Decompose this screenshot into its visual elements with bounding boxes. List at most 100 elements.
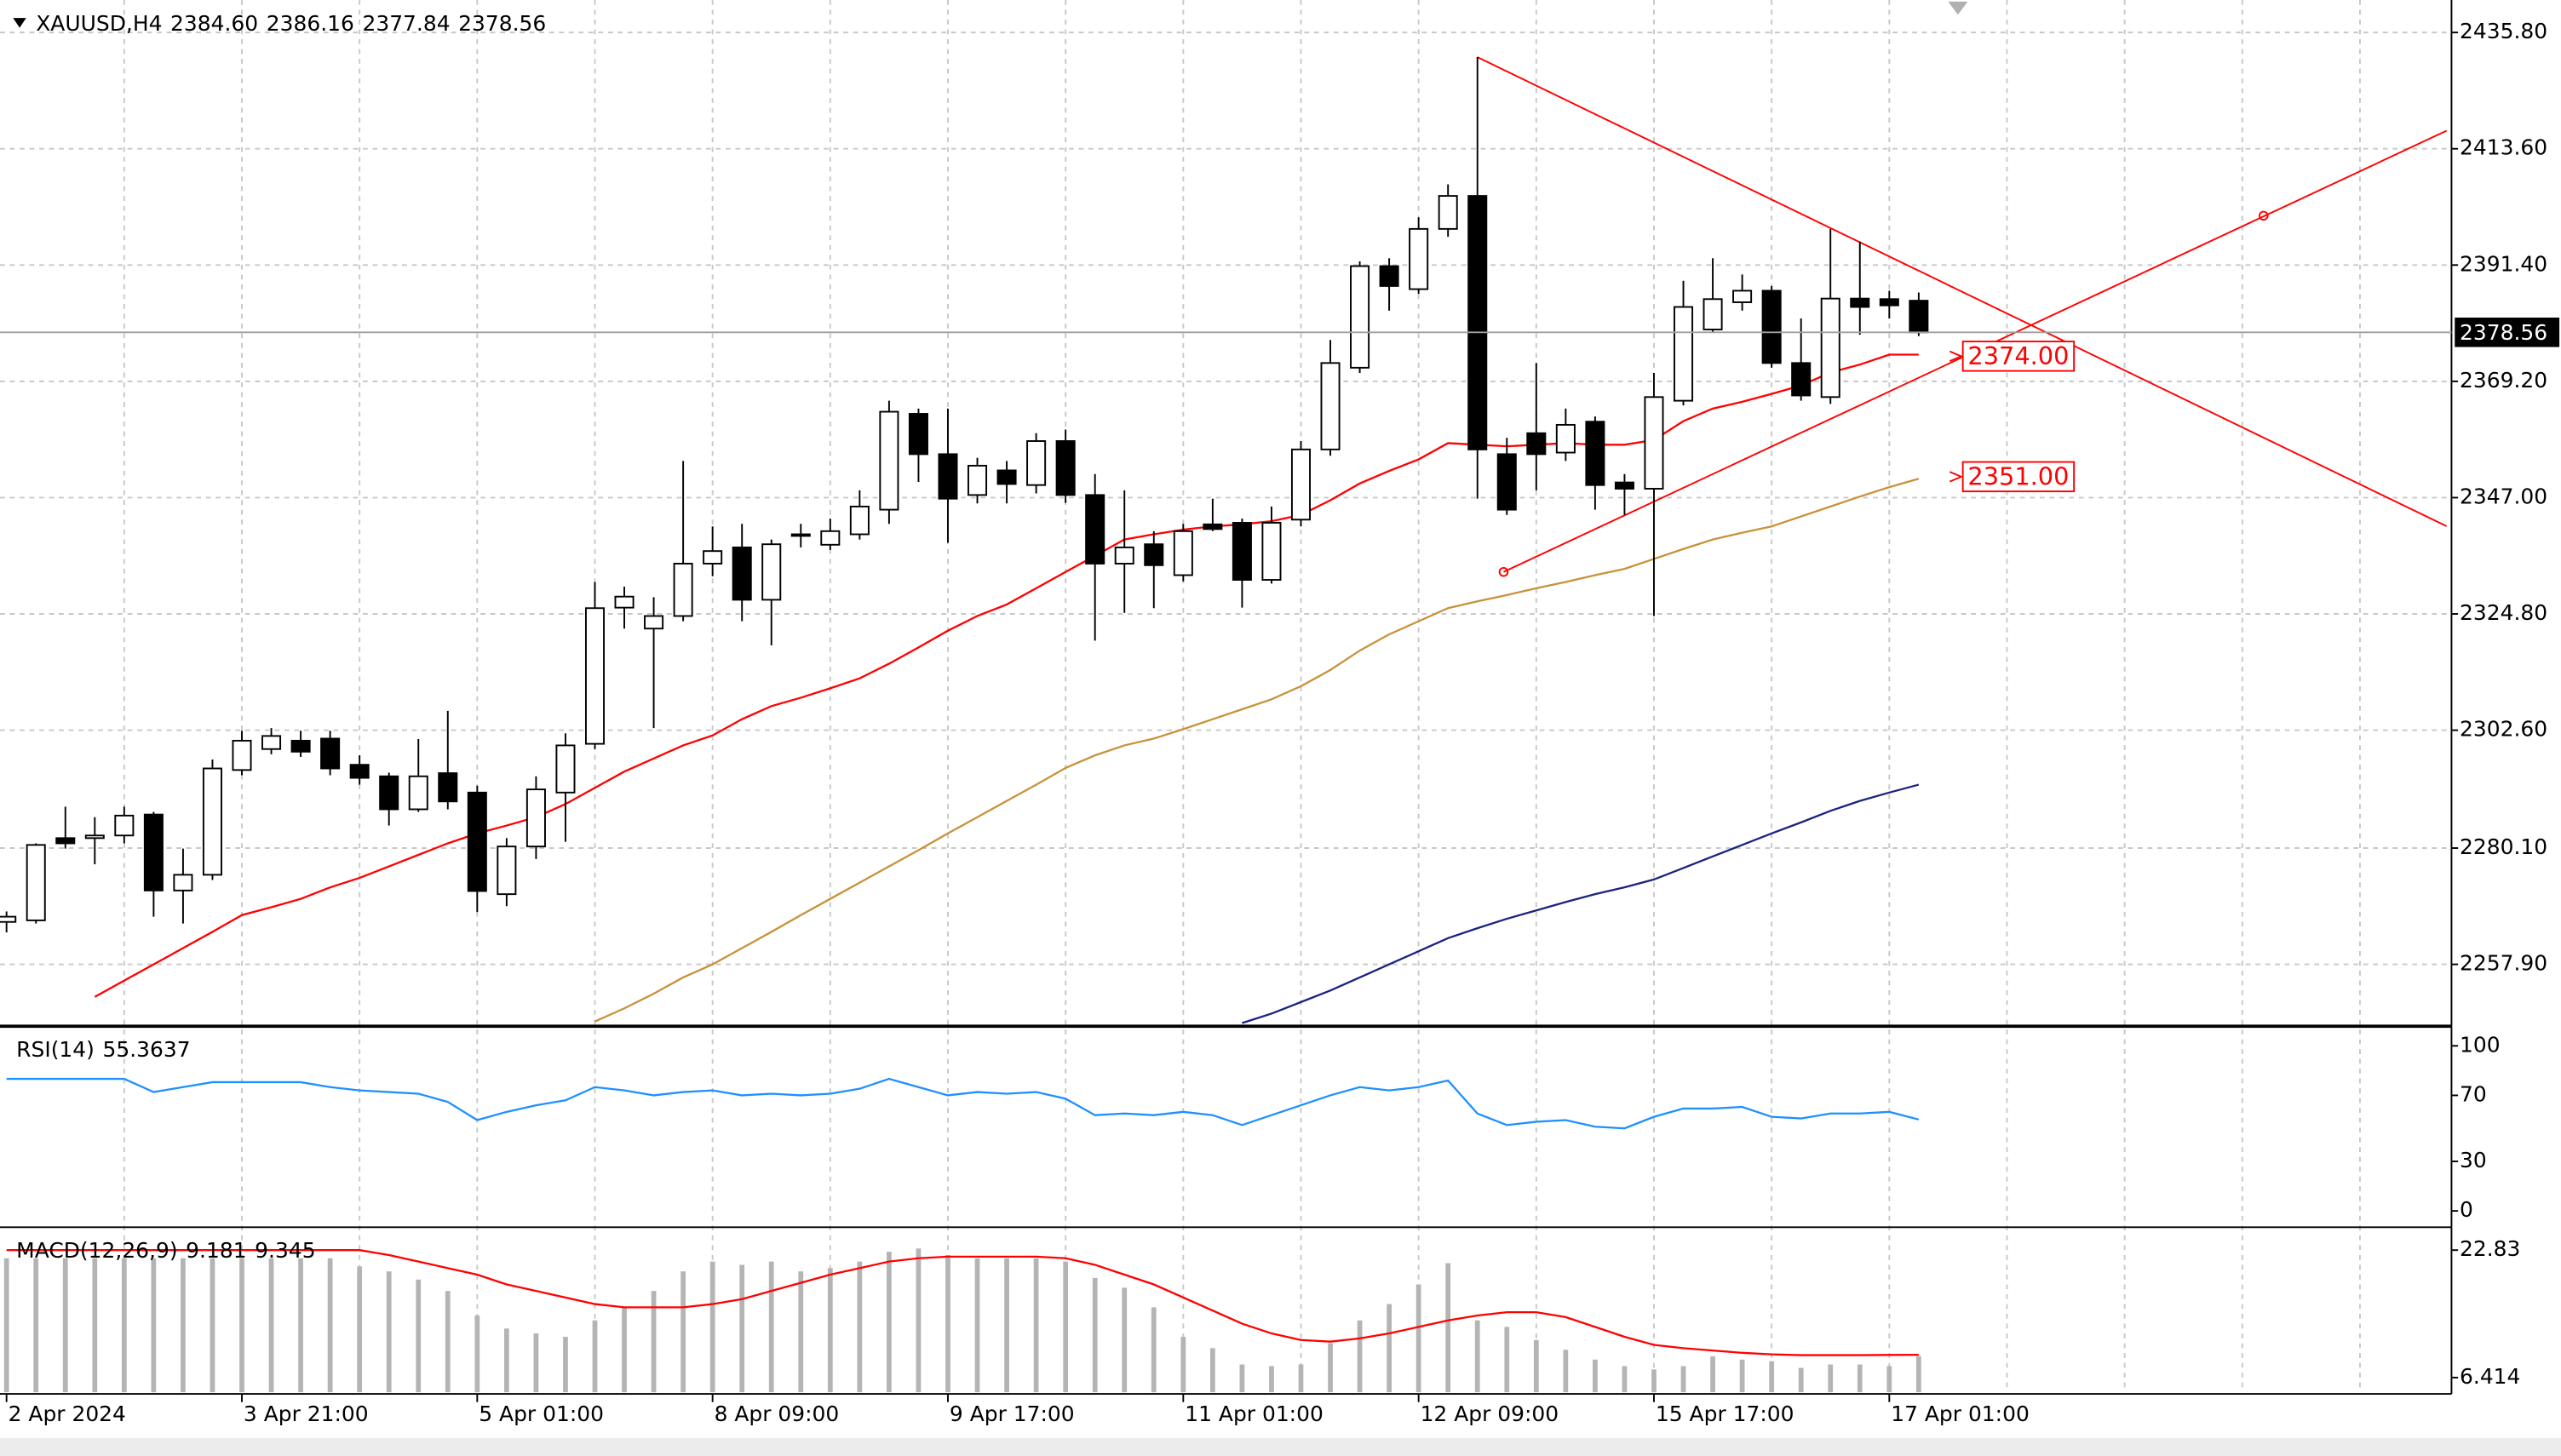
candle-body — [761, 543, 782, 601]
macd-bar — [1445, 1263, 1451, 1393]
macd-bar — [887, 1252, 892, 1393]
macd-bar — [210, 1258, 215, 1393]
y-tick-label: 100 — [2460, 1032, 2501, 1057]
macd-bar — [768, 1261, 774, 1393]
macd-bar — [709, 1261, 715, 1393]
candle-body — [1438, 195, 1458, 230]
candle-body — [1496, 453, 1517, 511]
macd-bar — [416, 1279, 422, 1393]
macd-bar — [1504, 1327, 1510, 1393]
macd-bar — [327, 1258, 333, 1393]
y-tick-label: 0 — [2460, 1197, 2473, 1222]
macd-bar — [1063, 1261, 1069, 1393]
candle-body — [1026, 440, 1047, 486]
candle-body — [114, 814, 135, 837]
macd-bar — [857, 1261, 863, 1393]
candle-body — [1085, 494, 1105, 565]
x-tick-label: 3 Apr 21:00 — [244, 1402, 369, 1426]
macd-bar — [62, 1258, 68, 1393]
header-price: 2377.84 — [362, 11, 450, 36]
candle-body — [790, 533, 811, 537]
indicator-line — [6, 1077, 1920, 1130]
y-tick-label: 2413.60 — [2460, 135, 2547, 160]
x-tick-label: 9 Apr 17:00 — [950, 1402, 1075, 1426]
x-tick-label: 8 Apr 09:00 — [715, 1402, 840, 1426]
candle-body — [938, 453, 958, 500]
macd-bar — [3, 1258, 9, 1393]
header-price: 2386.16 — [267, 11, 354, 36]
macd-bar — [298, 1258, 303, 1393]
symbol-menu-icon[interactable] — [13, 18, 26, 28]
macd-bar — [1004, 1258, 1009, 1393]
y-tick-label: 22.83 — [2460, 1236, 2520, 1261]
candle-body — [732, 546, 752, 601]
header-price: 2384.60 — [170, 11, 258, 36]
candle-body — [1909, 300, 1929, 334]
macd-bar — [1209, 1348, 1215, 1393]
candle-body — [703, 550, 723, 565]
candle-body — [467, 791, 487, 892]
y-tick-label: 2347.00 — [2460, 484, 2547, 508]
candle-body — [349, 764, 370, 779]
candle-body — [1526, 432, 1547, 456]
candle-body — [1555, 423, 1576, 454]
candle-body — [555, 744, 576, 794]
header-price: 2378.56 — [458, 11, 546, 36]
x-tick-label: 17 Apr 01:00 — [1891, 1402, 2030, 1426]
candle-body — [290, 739, 311, 753]
macd-bar — [474, 1315, 480, 1393]
candle-body — [320, 737, 341, 770]
candle-body — [1644, 396, 1664, 490]
macd-bar — [1651, 1369, 1657, 1393]
y-tick-label: 2369.20 — [2460, 368, 2547, 393]
candle-body — [379, 775, 399, 811]
x-tick-label: 5 Apr 01:00 — [479, 1402, 604, 1426]
candle-body — [1467, 195, 1488, 450]
candle-body — [232, 739, 252, 771]
candle-body — [1203, 523, 1223, 530]
candle-body — [968, 464, 988, 496]
macd-header: MACD(12,26,9) 9.181 9.345 — [16, 1238, 315, 1263]
macd-bar — [1269, 1366, 1274, 1393]
candle-body — [1585, 421, 1605, 486]
macd-bar — [1387, 1304, 1392, 1393]
candle-body — [1320, 362, 1341, 450]
y-tick-label: 2257.90 — [2460, 951, 2547, 976]
x-tick-label: 12 Apr 09:00 — [1421, 1402, 1559, 1426]
x-tick-label: 15 Apr 17:00 — [1656, 1402, 1794, 1426]
candle-body — [1173, 530, 1193, 576]
macd-bar — [1122, 1287, 1128, 1393]
macd-bar — [1092, 1277, 1098, 1393]
macd-bar — [651, 1291, 657, 1393]
candle-body — [525, 788, 546, 848]
candle-body — [1261, 522, 1282, 581]
macd-bar — [827, 1268, 833, 1393]
macd-bar — [1593, 1359, 1598, 1393]
macd-bar — [1415, 1284, 1421, 1393]
scrollbar — [0, 1437, 2561, 1456]
candle-body — [438, 772, 458, 803]
chart-title: XAUUSD,H4 — [36, 11, 162, 36]
candle-body — [1732, 289, 1753, 303]
candle-body — [996, 469, 1017, 485]
macd-bar — [1180, 1336, 1186, 1393]
chart-header: XAUUSD,H4 2384.60 2386.16 2377.84 2378.56 — [36, 11, 546, 36]
candle-body — [1674, 306, 1694, 402]
candle-body — [1379, 265, 1399, 287]
macd-bar — [1739, 1359, 1745, 1393]
macd-bar — [1710, 1356, 1715, 1393]
candle-body — [1144, 543, 1164, 566]
macd-bar — [1151, 1307, 1157, 1393]
candle-body — [497, 846, 517, 896]
macd-bar — [1769, 1361, 1775, 1393]
candle-body — [673, 562, 693, 617]
signal-value: 9.345 — [255, 1238, 315, 1263]
macd-bar — [1828, 1364, 1834, 1393]
annotation-arrow — [1949, 350, 1964, 362]
candle-body — [143, 813, 164, 891]
candle-body — [820, 530, 841, 546]
macd-bar — [1239, 1364, 1245, 1393]
y-tick-label: 70 — [2460, 1081, 2487, 1106]
